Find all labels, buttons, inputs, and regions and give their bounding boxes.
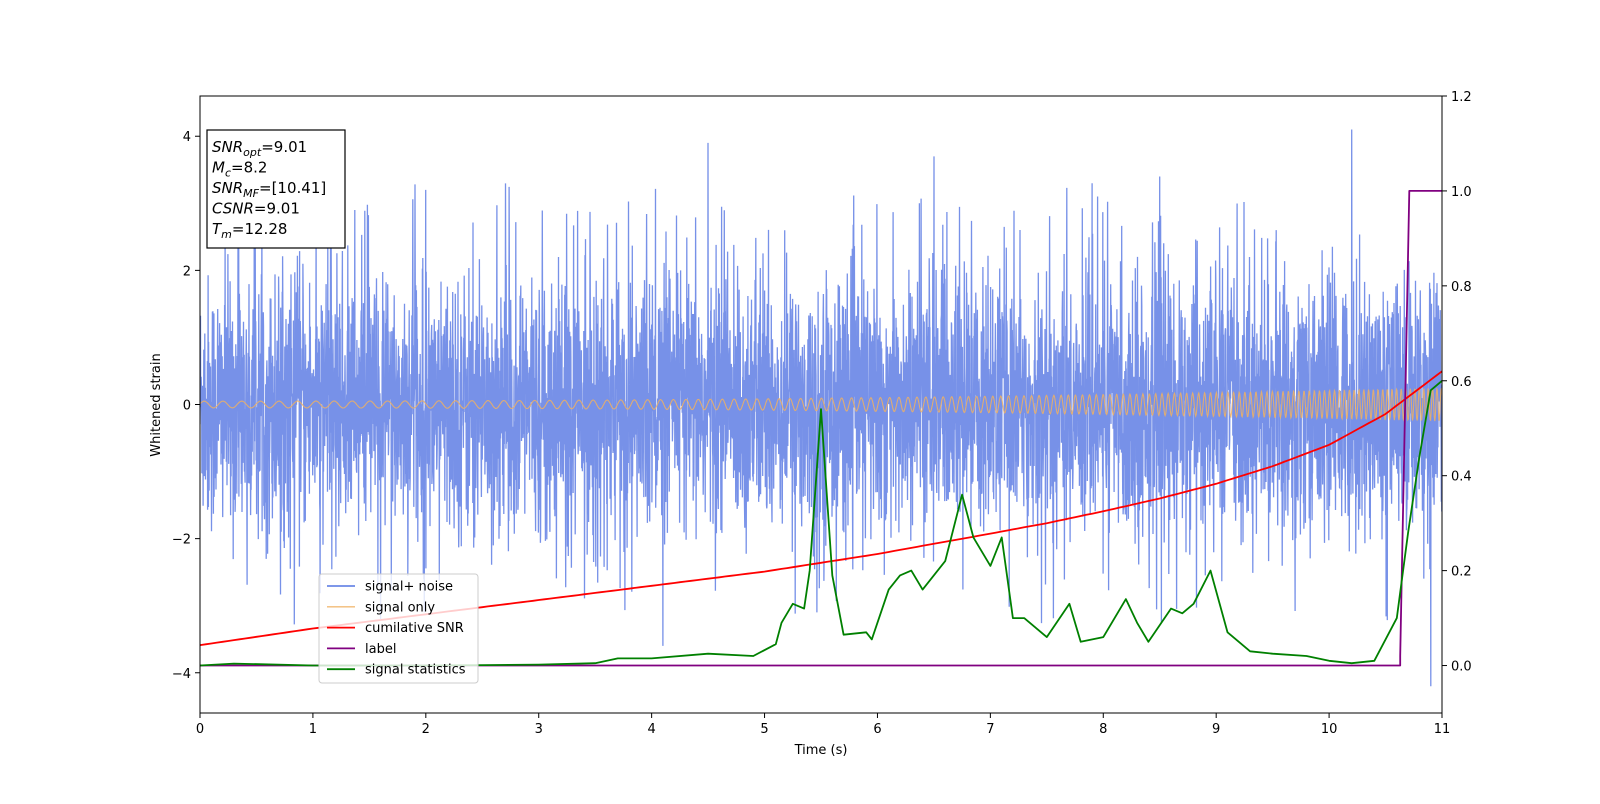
legend-label: label xyxy=(365,642,396,657)
legend-box: signal+ noise signal only cumilative SNR la… xyxy=(318,573,479,684)
legend-label: signal only xyxy=(365,600,435,615)
annotation-main: SNR xyxy=(212,138,243,156)
annotation-main: M xyxy=(212,159,225,177)
y-axis-label: Whitened strain xyxy=(149,353,164,456)
y-right-tick-label: 1.2 xyxy=(1451,90,1472,105)
annotation-line: Mc=8.2 xyxy=(212,159,267,180)
legend-label: signal+ noise xyxy=(365,580,453,595)
y-left-tick-label: −2 xyxy=(172,533,191,548)
annotation-main: CSNR xyxy=(212,200,254,218)
annotation-line: SNRMF=[10.41] xyxy=(212,179,326,200)
y-right-tick-label: 1.0 xyxy=(1451,185,1472,200)
y-left-tick-label: 0 xyxy=(183,399,191,414)
x-tick-label: 2 xyxy=(422,722,430,737)
y-left-tick-label: 2 xyxy=(183,264,191,279)
y-left-tick-label: 4 xyxy=(183,130,191,145)
annotation-frame xyxy=(206,129,346,249)
y-right-tick-label: 0.0 xyxy=(1451,660,1472,675)
legend-label: signal statistics xyxy=(365,663,466,678)
annotation-value: =9.01 xyxy=(254,200,300,218)
x-tick-label: 1 xyxy=(309,722,317,737)
signal-noise-line xyxy=(200,129,1442,687)
annotation-main: SNR xyxy=(212,179,243,197)
annotation-value: =[10.41] xyxy=(259,179,326,197)
x-tick-label: 5 xyxy=(760,722,768,737)
annotation-box: SNRopt=9.01Mc=8.2SNRMF=[10.41]CSNR=9.01T… xyxy=(206,129,346,249)
y-right-tick-label: 0.2 xyxy=(1451,565,1472,580)
annotation-sub: c xyxy=(225,167,231,180)
annotation-line: Tm=12.28 xyxy=(212,220,287,241)
x-tick-label: 11 xyxy=(1434,722,1451,737)
annotation-sub: opt xyxy=(243,146,262,159)
label-line xyxy=(200,190,1442,667)
x-tick-label: 4 xyxy=(647,722,655,737)
legend-label: cumilative SNR xyxy=(365,621,464,636)
x-tick-label: 10 xyxy=(1321,722,1338,737)
annotation-main: T xyxy=(212,220,223,238)
y-right-tick-label: 0.8 xyxy=(1451,280,1472,295)
annotation-value: =12.28 xyxy=(232,220,288,238)
x-tick-label: 3 xyxy=(535,722,543,737)
x-tick-label: 8 xyxy=(1099,722,1107,737)
x-axis-label: Time (s) xyxy=(794,743,848,758)
y-right-tick-label: 0.4 xyxy=(1451,470,1472,485)
signal-only-line xyxy=(200,387,1442,422)
annotation-value: =8.2 xyxy=(231,159,267,177)
annotation-line: SNRopt=9.01 xyxy=(212,138,307,159)
y-left-tick-label: −4 xyxy=(172,667,191,682)
annotation-line: CSNR=9.01 xyxy=(212,200,300,218)
annotation-sub: MF xyxy=(243,187,259,200)
signal-statistics-line xyxy=(200,380,1442,667)
x-tick-label: 9 xyxy=(1212,722,1220,737)
legend-frame xyxy=(318,573,479,684)
x-tick-label: 0 xyxy=(196,722,204,737)
x-tick-label: 7 xyxy=(986,722,994,737)
annotation-sub: m xyxy=(221,228,232,241)
annotation-value: =9.01 xyxy=(261,138,307,156)
ticks-layer: 0 1 2 3 4 5 6 7 8 9 10 11 −4 −2 0 2 4 0.0 0.2 0.4 0.6 0.8 1.0 1… xyxy=(172,90,1472,737)
y-right-tick-label: 0.6 xyxy=(1451,375,1472,390)
x-tick-label: 6 xyxy=(873,722,881,737)
